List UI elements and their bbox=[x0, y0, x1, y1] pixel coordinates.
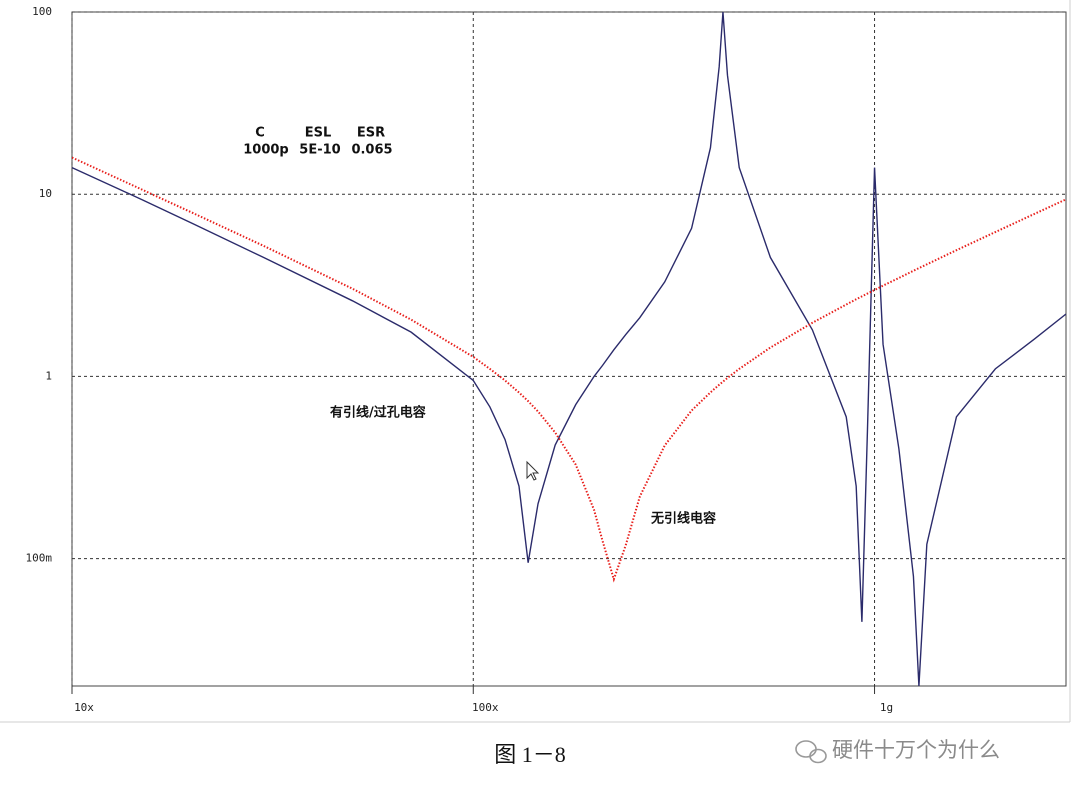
param-header: ESR bbox=[357, 126, 385, 141]
plot-area bbox=[72, 12, 1066, 686]
param-value: 0.065 bbox=[351, 143, 392, 158]
series-line bbox=[72, 156, 1066, 583]
x-tick-label: 10x bbox=[74, 701, 94, 714]
series-label: 无引线电容 bbox=[650, 511, 716, 527]
y-tick-label: 10 bbox=[39, 187, 52, 200]
y-tick-label: 1 bbox=[45, 369, 52, 382]
series-label: 有引线/过孔电容 bbox=[330, 405, 426, 421]
param-value: 1000p bbox=[243, 143, 289, 158]
param-header: ESL bbox=[305, 126, 332, 141]
caption: 图 1－8 bbox=[494, 742, 566, 767]
watermark-icon bbox=[795, 740, 827, 764]
y-tick-label: 100 bbox=[32, 5, 52, 18]
series-line bbox=[72, 12, 1066, 686]
watermark: 硬件十万个为什么 bbox=[832, 738, 1000, 762]
y-tick-label: 100m bbox=[26, 552, 53, 565]
x-tick-label: 100x bbox=[472, 701, 499, 714]
x-tick-label: 1g bbox=[880, 701, 893, 714]
chart-background bbox=[0, 0, 1080, 722]
param-value: 5E-10 bbox=[299, 143, 340, 158]
cursor-icon bbox=[526, 460, 540, 481]
param-header: C bbox=[255, 126, 265, 141]
